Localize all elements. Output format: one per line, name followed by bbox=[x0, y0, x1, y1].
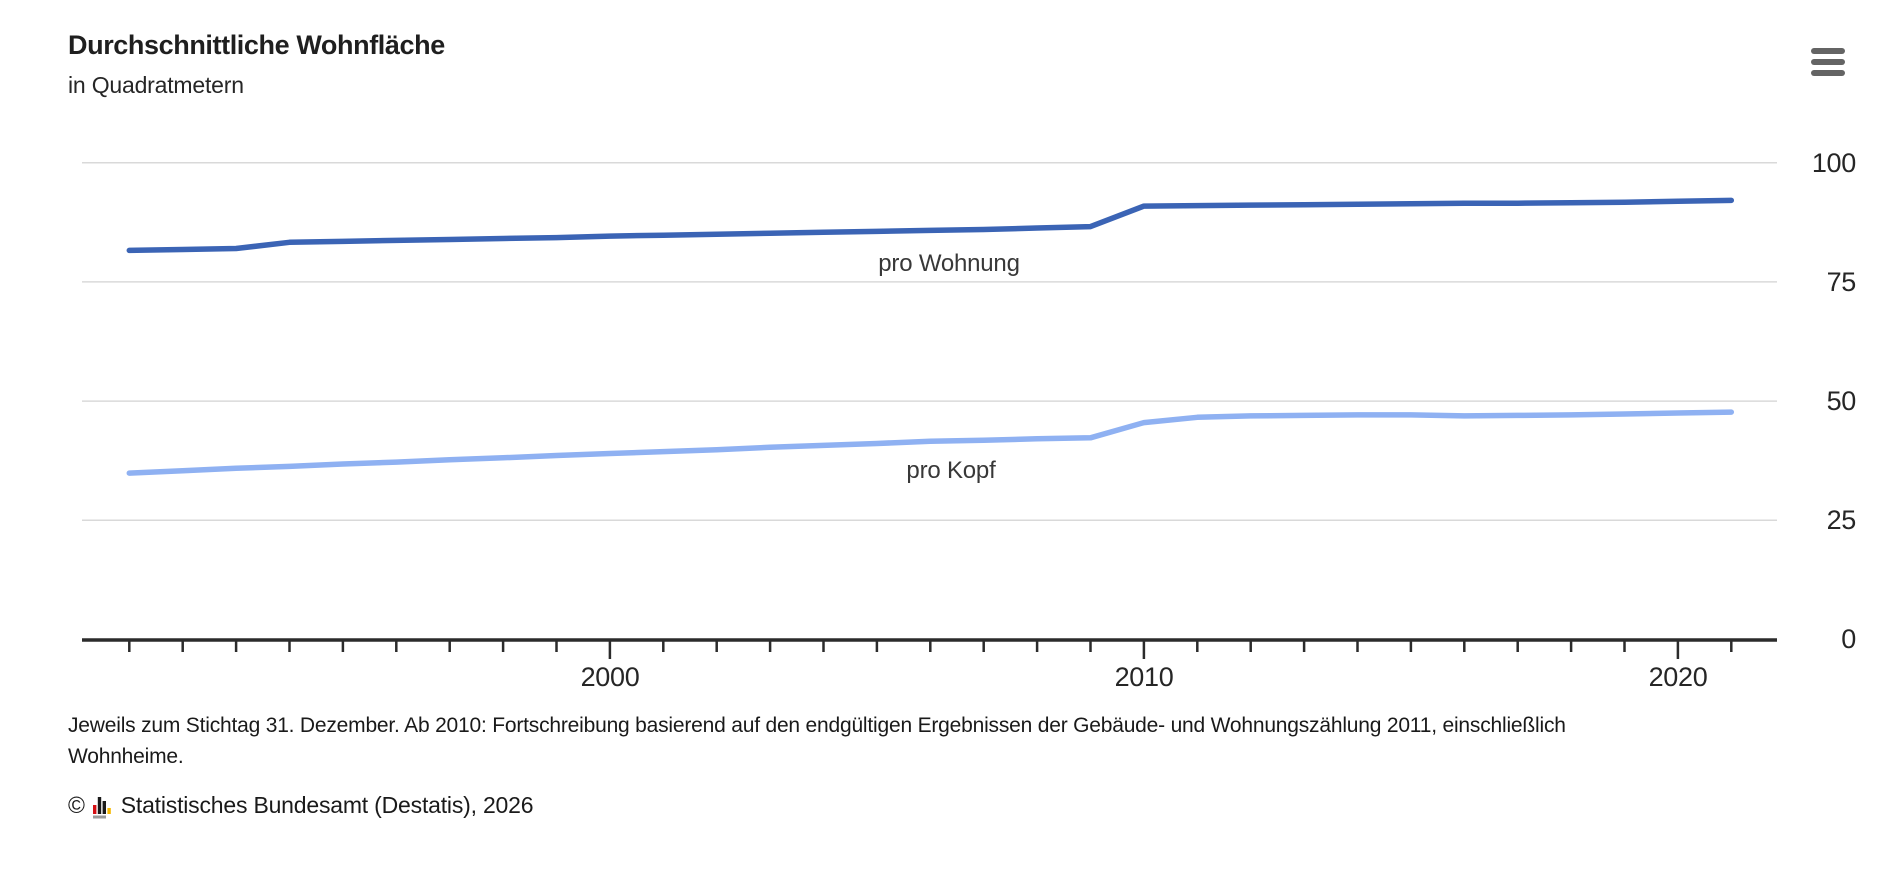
y-axis-tick-label: 75 bbox=[1826, 267, 1857, 297]
copyright-line: © Statistisches Bundesamt (Destatis), 20… bbox=[68, 792, 534, 819]
x-axis-tick-label: 2020 bbox=[1648, 662, 1708, 692]
series-line-pro-kopf[interactable] bbox=[126, 409, 1735, 476]
y-axis-tick-label: 25 bbox=[1826, 505, 1857, 535]
hamburger-menu-icon[interactable] bbox=[1811, 45, 1849, 79]
y-axis-tick-label: 50 bbox=[1826, 386, 1857, 416]
y-axis-tick-label: 0 bbox=[1841, 624, 1856, 654]
x-axis-tick-label: 2000 bbox=[580, 662, 640, 692]
footnote: Jeweils zum Stichtag 31. Dezember. Ab 20… bbox=[68, 710, 1566, 772]
copyright-symbol: © bbox=[68, 792, 85, 818]
page-title: Durchschnittliche Wohnfläche bbox=[68, 30, 445, 60]
menu-bar bbox=[1811, 70, 1845, 76]
series-label-pro-kopf: pro Kopf bbox=[906, 457, 996, 484]
destatis-bar-chart-icon bbox=[92, 797, 111, 819]
menu-bar bbox=[1811, 48, 1845, 54]
series-label-pro-wohnung: pro Wohnung bbox=[878, 250, 1020, 277]
x-axis-tick-label: 2010 bbox=[1114, 662, 1174, 692]
y-axis-tick-label: 100 bbox=[1811, 148, 1856, 178]
source-text: Statistisches Bundesamt (Destatis), 2026 bbox=[120, 792, 534, 818]
footnote-line: Jeweils zum Stichtag 31. Dezember. Ab 20… bbox=[68, 714, 1566, 737]
footnote-line: Wohnheime. bbox=[68, 745, 184, 768]
menu-bar bbox=[1811, 59, 1845, 65]
chart-subtitle: in Quadratmetern bbox=[68, 72, 244, 98]
series-line-pro-wohnung[interactable] bbox=[126, 197, 1735, 254]
